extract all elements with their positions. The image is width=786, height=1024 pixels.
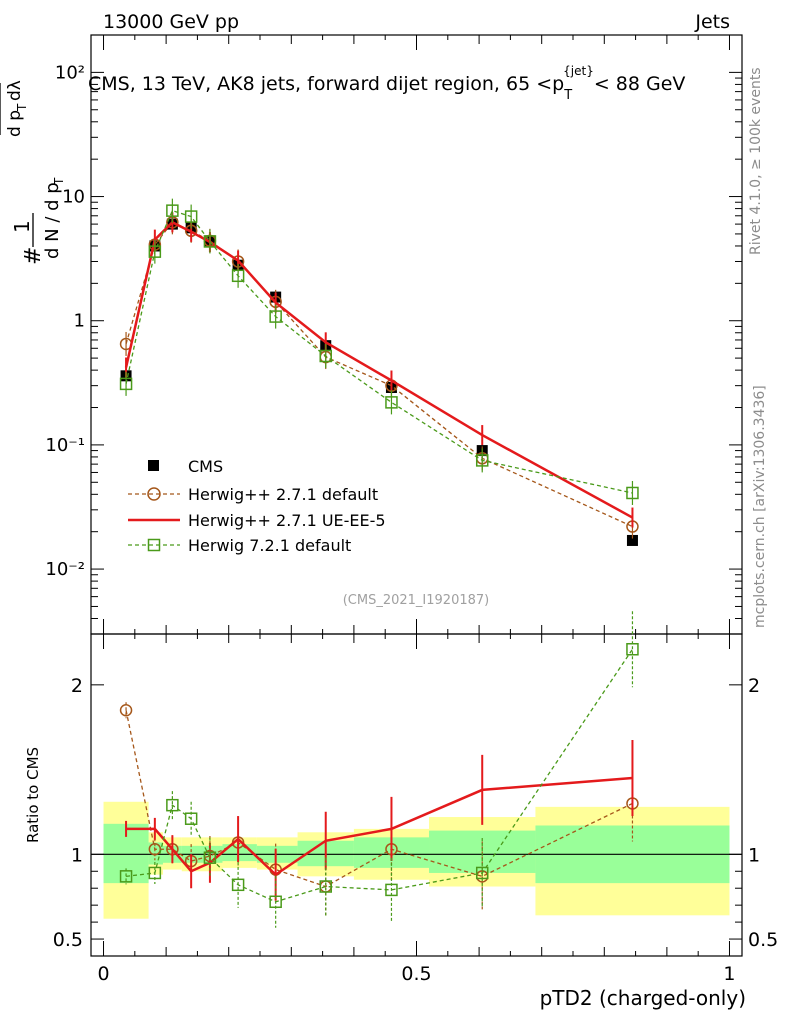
hw7-default-point: [269, 310, 282, 323]
hw7-default-ratio-point: [626, 643, 639, 656]
hw7-default-ratio-point: [231, 878, 245, 892]
chart-title: CMS, 13 TeV, AK8 jets, forward dijet reg…: [88, 64, 685, 103]
legend-label-hwpp-ueee5: Herwig++ 2.7.1 UE-EE-5: [188, 511, 386, 530]
hw7-default-point: [319, 349, 332, 363]
y-tick-label: 10²: [55, 62, 85, 83]
ratio-tick-label: 0.5: [53, 929, 83, 951]
svg-text:d N / d p: d N / d p: [42, 182, 63, 259]
hw7-default-point: [231, 269, 245, 283]
legend-label-hw7-default: Herwig 7.2.1 default: [188, 536, 351, 555]
category-label: Jets: [694, 11, 730, 33]
y-tick-label: 10⁻¹: [45, 435, 85, 456]
ratio-tick-label-right: 1: [748, 844, 760, 866]
hw7-default-point: [385, 396, 398, 409]
ratio-plot-panel: 0.5 0.5 1 1 2 2 0 0.5 1: [53, 611, 778, 985]
hw7-default-point: [203, 235, 217, 248]
svg-text:T: T: [52, 177, 66, 186]
svg-text:dλ: dλ: [5, 80, 25, 101]
svg-text:T: T: [15, 103, 29, 112]
legend-hwpp-default-marker: [147, 487, 161, 501]
legend: CMS Herwig++ 2.7.1 default Herwig++ 2.7.…: [128, 457, 386, 555]
y-tick-label: 10: [62, 187, 85, 208]
svg-text:1: 1: [10, 220, 34, 233]
hw7-default-ratio-point: [166, 798, 179, 812]
hw7-default-ratio-point: [148, 866, 162, 880]
ratio-tick-label-right: 0.5: [748, 929, 778, 951]
legend-cms-marker: [148, 460, 159, 471]
analysis-id-label: (CMS_2021_I1920187): [343, 593, 490, 608]
hw7-default-ratio-point: [203, 851, 217, 864]
energy-label: 13000 GeV pp: [103, 11, 239, 33]
x-tick-label: 1: [723, 963, 735, 985]
hw7-default-ratio-point: [385, 883, 398, 897]
ratio-tick-label: 1: [71, 844, 83, 866]
svg-text:#: #: [0, 136, 1, 153]
x-axis-title: pTD2 (charged-only): [540, 986, 746, 1010]
hw7-default-point: [148, 245, 162, 258]
hw7-default-point: [184, 210, 198, 223]
ratio-axis-title: Ratio to CMS: [24, 747, 42, 843]
svg-text:#: #: [21, 247, 46, 265]
x-tick-label: 0.5: [401, 963, 431, 985]
hw7-default-ratio-point: [319, 880, 332, 893]
hw7-default-line: [125, 209, 633, 494]
hw7-default-ratio-point: [184, 812, 198, 825]
legend-hw7-default-marker: [147, 538, 161, 552]
hw7-default-point: [626, 486, 639, 500]
ratio-tick-label: 2: [71, 675, 83, 697]
hw7-default-point: [166, 204, 179, 217]
main-plot-panel: 10⁻² 10⁻¹ 1 10 10²: [45, 34, 743, 635]
legend-label-hwpp-default: Herwig++ 2.7.1 default: [188, 485, 378, 504]
hwpp-default-ratio-point: [119, 704, 133, 717]
y-tick-label: 1: [74, 311, 85, 332]
ratio-tick-label-right: 2: [748, 675, 760, 697]
cms-point: [626, 534, 638, 546]
hw7-default-point: [119, 377, 133, 391]
x-tick-label: 0: [97, 963, 109, 985]
hw7-default-point: [475, 454, 489, 467]
hw7-default-ratio-point: [269, 895, 282, 909]
legend-label-cms: CMS: [188, 457, 223, 476]
hw7-default-ratio-point: [475, 866, 489, 880]
hw7-default-ratio-point: [119, 870, 133, 883]
y-tick-label: 10⁻²: [45, 559, 85, 580]
rivet-version-label: Rivet 4.1.0, ≥ 100k events: [748, 67, 764, 255]
ratio-band-green: [148, 842, 163, 865]
svg-text:d p: d p: [5, 110, 25, 137]
mcplots-label: mcplots.cern.ch [arXiv:1306.3436]: [752, 385, 768, 628]
y-axis-title: # 1 d N / d p T # d 2 N d p T dλ: [0, 80, 66, 265]
hwpp-default-ratio-point: [148, 842, 162, 856]
